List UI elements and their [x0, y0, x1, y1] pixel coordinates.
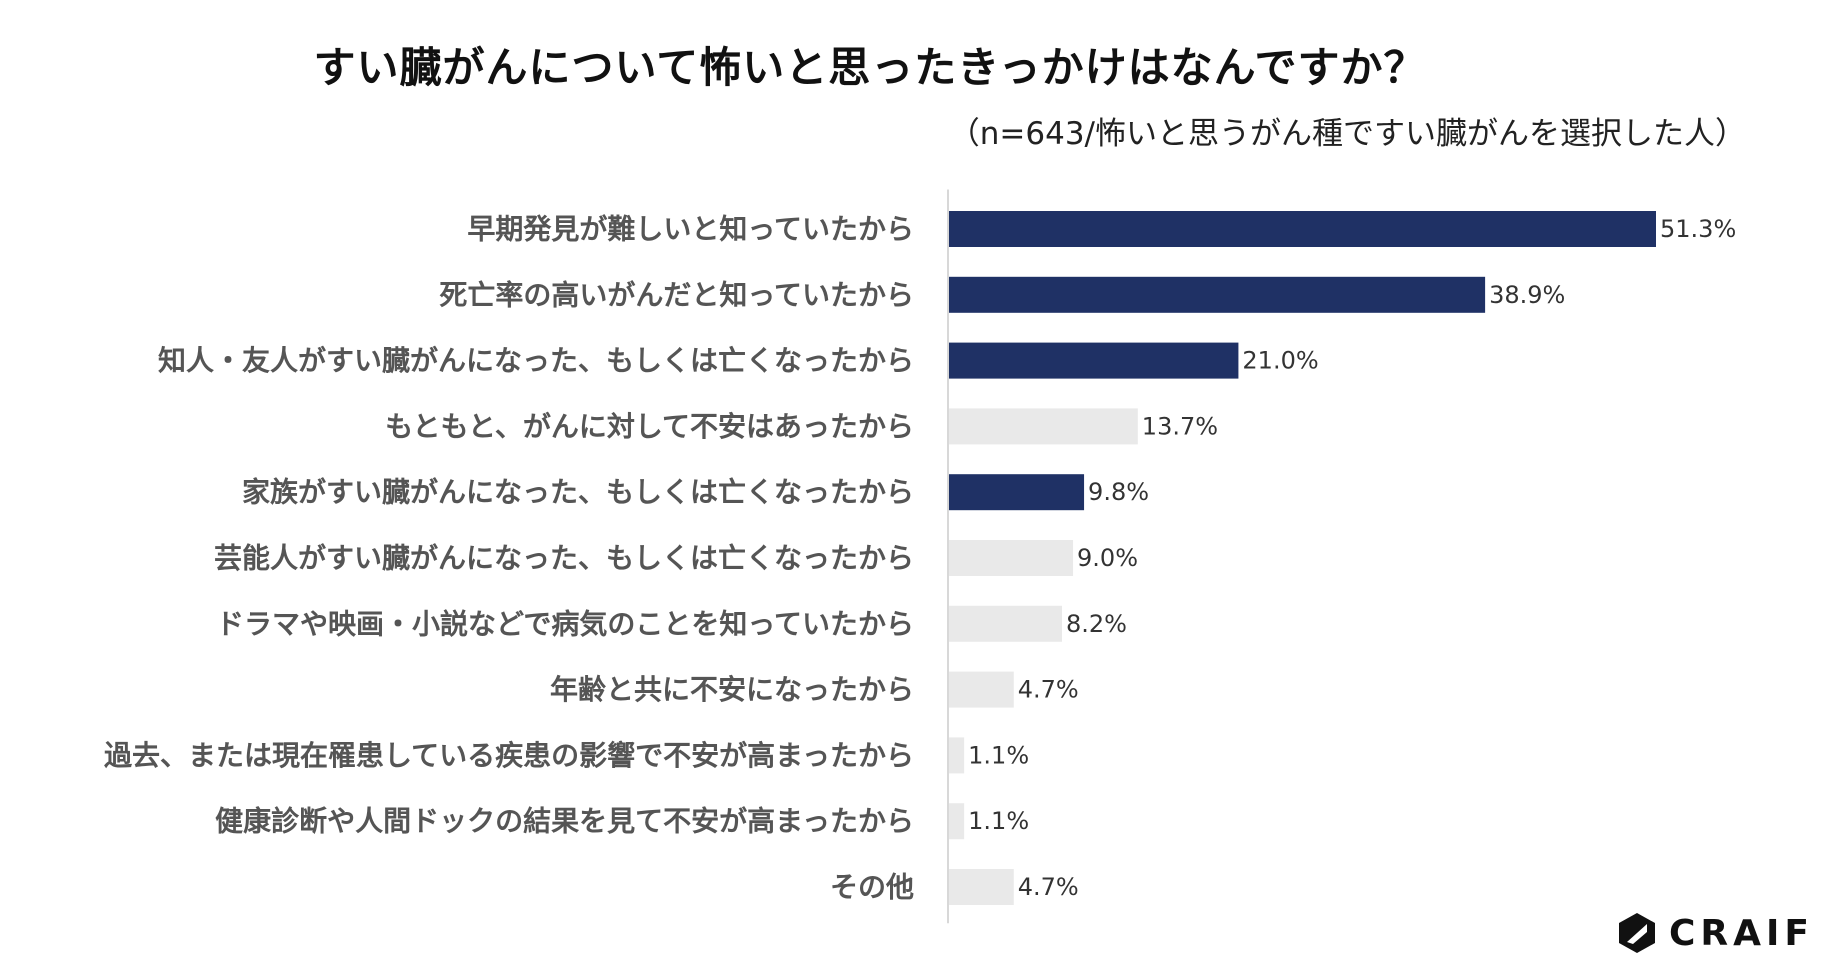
value-label: 4.7% [1018, 676, 1079, 704]
value-label: 8.2% [1066, 610, 1127, 638]
value-label: 38.9% [1489, 281, 1565, 309]
category-label: 死亡率の高いがんだと知っていたから [439, 278, 914, 311]
category-label: 過去、または現在罹患している疾患の影響で不安が高まったから [104, 739, 914, 772]
bar [949, 803, 965, 840]
bar [949, 276, 1486, 313]
category-label: その他 [830, 871, 914, 904]
category-label: 家族がすい臓がんになった、もしくは亡くなったから [242, 476, 914, 509]
category-label: もともと、がんに対して不安はあったから [385, 410, 914, 443]
bar [949, 474, 1085, 511]
value-label: 1.1% [968, 807, 1029, 835]
value-label: 4.7% [1018, 873, 1079, 901]
bar [949, 211, 1656, 247]
bar [949, 342, 1239, 379]
bar [949, 671, 1014, 708]
category-label: 健康診断や人間ドックの結果を見て不安が高まったから [215, 805, 914, 838]
bar [949, 605, 1063, 642]
category-label: 年齢と共に不安になったから [550, 673, 914, 706]
value-label: 21.0% [1242, 347, 1318, 375]
value-label: 13.7% [1142, 412, 1218, 440]
category-label: ドラマや映画・小説などで病気のことを知っていたから [216, 607, 914, 640]
chart-subtitle: （n=643/怖いと思うがん種ですい臓がんを選択した人） [948, 116, 1746, 152]
bar [949, 540, 1074, 576]
bar [949, 737, 965, 774]
value-label: 51.3% [1660, 215, 1736, 243]
value-label: 1.1% [968, 741, 1029, 769]
chart-title: すい臓がんについて怖いと思ったきっかけはなんですか？ [313, 43, 1427, 92]
bar [949, 408, 1138, 445]
bar [949, 869, 1014, 905]
category-label: 芸能人がすい臓がんになった、もしくは亡くなったから [214, 542, 914, 575]
craif-logo-text: CRAIF [1669, 912, 1814, 954]
craif-logo: CRAIF [1617, 912, 1814, 954]
value-label: 9.8% [1088, 478, 1149, 506]
value-label: 9.0% [1077, 544, 1138, 572]
category-label: 知人・友人がすい臓がんになった、もしくは亡くなったから [158, 344, 914, 377]
category-label: 早期発見が難しいと知っていたから [467, 213, 914, 246]
craif-hexagon-logo-icon [1619, 913, 1655, 953]
